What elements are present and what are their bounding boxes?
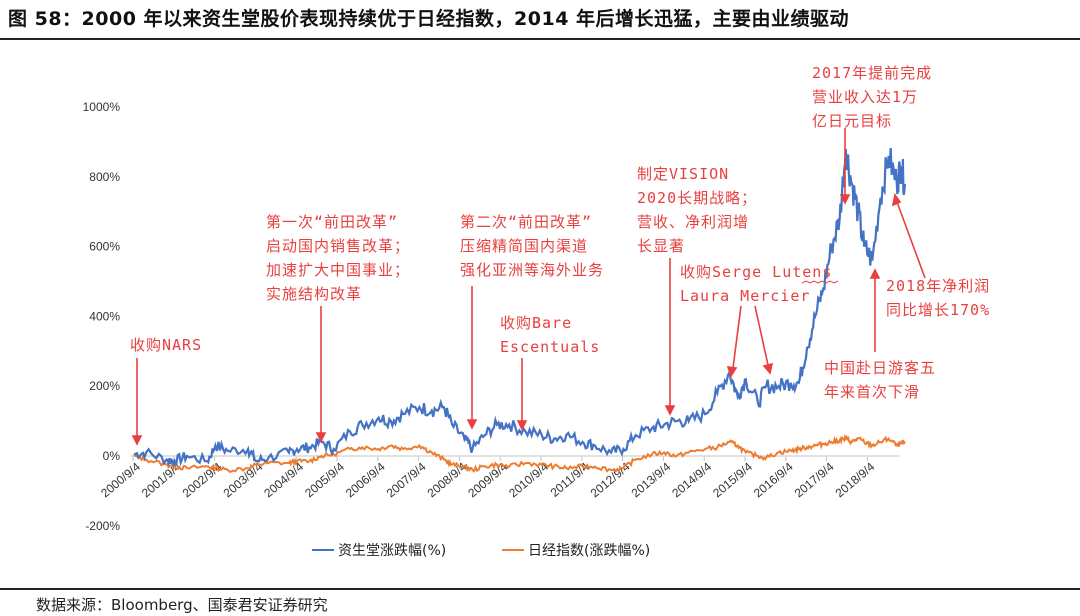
annotation-line: 第二次“前田改革” (460, 213, 593, 231)
annotation-vision-2020: 制定VISION 2020长期战略； 营收、净利润增 长显著 (637, 162, 757, 258)
annotation-line: Escentuals (500, 338, 601, 356)
x-tick-label: 2015/9/4 (710, 459, 755, 500)
annotation-2017-target: 2017年提前完成 营业收入达1万 亿日元目标 (812, 61, 932, 133)
x-tick-label: 2000/9/4 (98, 459, 143, 500)
legend-shiseido: 资生堂涨跌幅(%) (312, 540, 446, 560)
annotation-line: 第一次“前田改革” (266, 213, 399, 231)
annotation-china-tourists: 中国赴日游客五 年来首次下滑 (824, 356, 936, 404)
annotation-line: 营收、净利润增 (637, 213, 750, 231)
annotation-line: 2018年净利润 (886, 277, 991, 295)
annotation-line: 强化亚洲等海外业务 (460, 261, 605, 279)
annotation-line: 中国赴日游客五 (824, 359, 937, 377)
annotation-nars-text: 收购NARS (130, 336, 203, 354)
annotation-bare-escentuals: 收购Bare Escentuals (500, 311, 600, 359)
x-tick-label: 2007/9/4 (384, 459, 429, 500)
annotation-line: 亿日元目标 (812, 112, 893, 130)
x-tick-label: 2010/9/4 (506, 459, 551, 500)
y-axis: 1000% 800% 600% 400% 200% 0% -200% (83, 100, 121, 533)
annotation-line: 同比增长170% (886, 301, 991, 319)
annotation-2018-profit: 2018年净利润 同比增长170% (886, 274, 990, 322)
x-tick-label: 2017/9/4 (792, 459, 837, 500)
y-tick-label: 400% (89, 309, 120, 323)
y-tick-label: -200% (85, 519, 120, 533)
x-tick-label: 2004/9/4 (261, 459, 306, 500)
line-chart: 1000%800%600%400%200%0%-200% 2000/9/4200… (83, 100, 926, 533)
shiseido-series-line (133, 147, 906, 469)
x-tick-label: 2012/9/4 (588, 459, 633, 500)
annotation-line: 年来首次下滑 (824, 383, 921, 401)
x-tick-label: 2013/9/4 (629, 459, 674, 500)
annotation-line: 营业收入达1万 (812, 88, 919, 106)
y-tick-label: 800% (89, 170, 120, 184)
top-rule (0, 38, 1080, 40)
annotation-line: 启动国内销售改革； (266, 237, 411, 255)
serge-lutens-underline (801, 280, 839, 284)
legend-nikkei: 日经指数(涨跌幅%) (502, 540, 650, 560)
legend-swatch-shiseido (312, 549, 334, 551)
y-tick-label: 200% (89, 379, 120, 393)
figure-title: 图 58：2000 年以来资生堂股价表现持续优于日经指数，2014 年后增长迅猛… (8, 8, 850, 30)
x-tick-label: 2005/9/4 (302, 459, 347, 500)
annotation-line: 加速扩大中国事业； (266, 261, 411, 279)
x-tick-label: 2014/9/4 (669, 459, 714, 500)
annotation-line: 实施结构改革 (266, 285, 363, 303)
annotation-line: 2017年提前完成 (812, 64, 933, 82)
annotation-line: Laura Mercier (680, 287, 811, 305)
legend-swatch-nikkei (502, 549, 524, 551)
annotation-serge-lutens: 收购Serge Lutens Laura Mercier (680, 260, 832, 308)
legend-label-nikkei: 日经指数(涨跌幅%) (528, 543, 651, 559)
y-tick-label: 0% (103, 449, 121, 463)
y-tick-label: 600% (89, 240, 120, 254)
legend-label-shiseido: 资生堂涨跌幅(%) (338, 543, 447, 559)
annotation-arrows (131, 128, 926, 446)
annotation-maeda-reform-2: 第二次“前田改革” 压缩精简国内渠道 强化亚洲等海外业务 (460, 210, 604, 282)
source-note: 数据来源：Bloomberg、国泰君安证券研究 (36, 596, 328, 614)
annotation-line: 收购Serge Lutens (680, 263, 833, 281)
annotation-line: 长显著 (637, 237, 686, 255)
x-axis: 2000/9/42001/9/42002/9/42003/9/42004/9/4… (98, 456, 878, 500)
x-tick-label: 2016/9/4 (751, 459, 796, 500)
x-tick-label: 2018/9/4 (833, 459, 878, 500)
y-tick-label: 1000% (83, 100, 121, 114)
annotation-line: 压缩精简国内渠道 (460, 237, 589, 255)
bottom-rule (0, 588, 1080, 590)
annotation-line: 制定VISION (637, 165, 730, 183)
annotation-nars: 收购NARS (130, 333, 202, 357)
annotation-maeda-reform-1: 第一次“前田改革” 启动国内销售改革； 加速扩大中国事业； 实施结构改革 (266, 210, 410, 306)
x-tick-label: 2006/9/4 (343, 459, 388, 500)
nikkei-series-line (133, 433, 906, 474)
annotation-line: 收购Bare (500, 314, 573, 332)
annotation-line: 2020长期战略； (637, 189, 758, 207)
